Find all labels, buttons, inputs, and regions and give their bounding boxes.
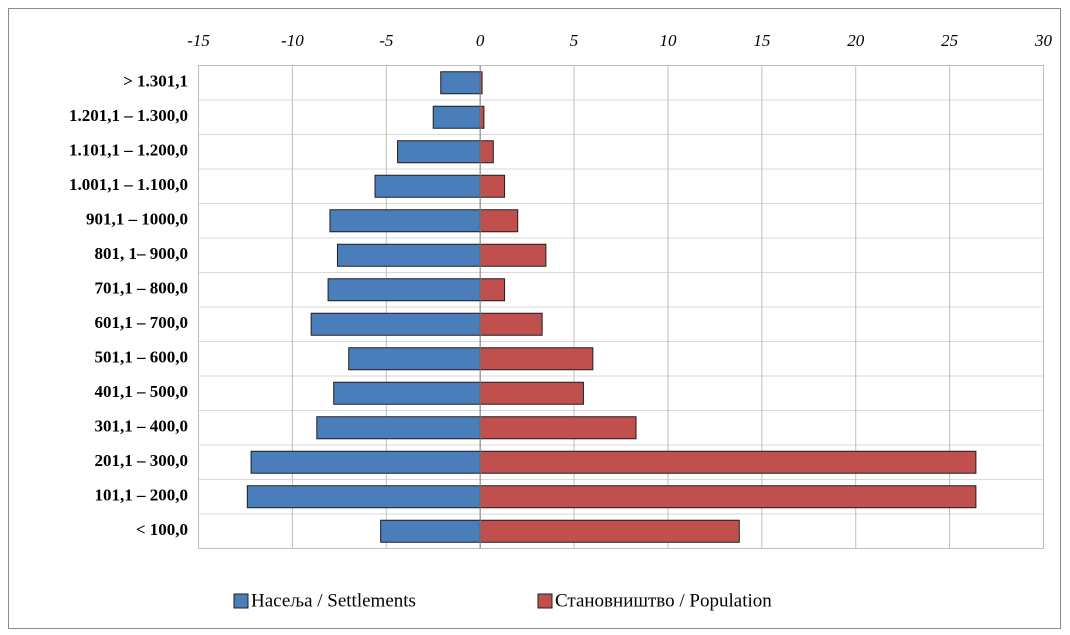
bar <box>479 243 547 267</box>
x-tick-label: 10 <box>659 31 677 50</box>
bar <box>479 278 506 302</box>
legend-swatch <box>233 593 249 609</box>
bar <box>479 174 506 198</box>
y-tick-label: < 100,0 <box>136 520 188 539</box>
bar <box>336 243 481 267</box>
bar <box>479 312 543 336</box>
bar <box>316 416 481 440</box>
legend-label: Становништво / Population <box>555 590 772 611</box>
bar <box>380 519 481 543</box>
y-tick-label: 101,1 – 200,0 <box>95 486 189 505</box>
bar <box>250 450 481 474</box>
bar <box>479 347 594 371</box>
bar <box>479 450 977 474</box>
bar <box>333 381 481 405</box>
bar <box>374 174 481 198</box>
y-tick-label: > 1.301,1 <box>123 72 188 91</box>
y-tick-label: 401,1 – 500,0 <box>95 382 189 401</box>
bar <box>479 381 584 405</box>
bar <box>479 105 485 129</box>
bar <box>327 278 481 302</box>
x-tick-label: 0 <box>476 31 485 50</box>
bar <box>479 519 740 543</box>
y-tick-label: 501,1 – 600,0 <box>95 348 189 367</box>
y-tick-label: 1.201,1 – 1.300,0 <box>69 106 188 125</box>
bar <box>397 140 481 164</box>
x-tick-label: 25 <box>941 31 958 50</box>
bar <box>432 105 481 129</box>
bar <box>479 416 637 440</box>
x-tick-label: 30 <box>1034 31 1053 50</box>
bar <box>246 485 481 509</box>
bar <box>479 485 977 509</box>
y-tick-label: 801, 1– 900,0 <box>95 244 189 263</box>
bar <box>310 312 481 336</box>
y-tick-label: 301,1 – 400,0 <box>95 417 189 436</box>
y-tick-label: 901,1 – 1000,0 <box>86 210 188 229</box>
x-tick-label: 20 <box>847 31 865 50</box>
y-tick-label: 701,1 – 800,0 <box>95 279 189 298</box>
y-tick-label: 1.101,1 – 1.200,0 <box>69 141 188 160</box>
bar <box>479 140 494 164</box>
x-tick-label: -10 <box>281 31 304 50</box>
x-tick-label: -5 <box>379 31 393 50</box>
bar <box>348 347 481 371</box>
y-tick-label: 1.001,1 – 1.100,0 <box>69 175 188 194</box>
x-tick-label: 15 <box>753 31 770 50</box>
bar <box>440 71 481 95</box>
y-tick-label: 601,1 – 700,0 <box>95 313 189 332</box>
y-tick-label: 201,1 – 300,0 <box>95 451 189 470</box>
x-tick-label: 5 <box>570 31 579 50</box>
legend-swatch <box>537 593 553 609</box>
x-tick-label: -15 <box>187 31 210 50</box>
bar <box>479 209 519 233</box>
bar <box>329 209 481 233</box>
legend-label: Насеља / Settlements <box>251 590 416 611</box>
